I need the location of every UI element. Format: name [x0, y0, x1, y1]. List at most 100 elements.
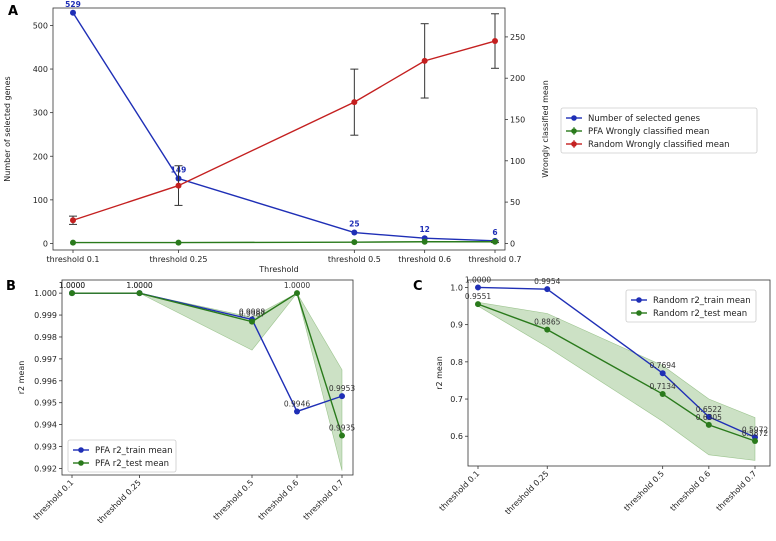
panel-c-series-0-point — [544, 286, 551, 293]
panel-b-series-1-data-label: 1.0000 — [126, 281, 152, 290]
panel-b-xtick-label: threshold 0.1 — [32, 478, 76, 522]
panel-b-tick-label: 0.993 — [34, 443, 57, 452]
panel-b-legend-label: PFA r2_train mean — [95, 446, 173, 456]
panel-a-series-0-point — [351, 229, 358, 236]
panel-c-legend-box — [625, 289, 757, 323]
panel-b-series-0-point — [339, 393, 345, 400]
panel-b-series-0-data-label: 0.9953 — [329, 384, 355, 393]
panel-b-xtick-label: threshold 0.7 — [302, 478, 346, 522]
panel-b-legend-marker — [78, 460, 84, 466]
panel-b-series-0-data-label: 0.9988 — [239, 307, 265, 316]
panel-c-series-1-data-label: 0.5872 — [742, 429, 768, 438]
panel-a-series-0-point — [70, 9, 76, 16]
panel-b-tick-label: 0.999 — [34, 311, 57, 320]
panel-a-series-0-data-label: 12 — [419, 225, 429, 234]
panel-a-series-2-line — [72, 40, 496, 221]
panel-a-legend-label: Random Wrongly classified mean — [588, 140, 730, 150]
panel-b-letter: B — [6, 279, 16, 294]
panel-b-series-0-data-label: 1.0000 — [126, 281, 152, 290]
panel-a-legend-marker — [571, 115, 577, 121]
panel-c-tick-label: 1.0 — [450, 283, 463, 292]
panel-c-series-1-data-label: 0.8865 — [534, 318, 560, 327]
panel-a-frame — [52, 7, 506, 251]
panel-b-series-1-data-label: 0.9987 — [239, 310, 265, 319]
panel-b-confidence-band — [72, 292, 343, 471]
panel-b-series-1-data-label: 1.0000 — [284, 281, 310, 290]
panel-b-legend-label: PFA r2_test mean — [95, 459, 169, 469]
panel-c-xtick-label: threshold 0.5 — [622, 469, 666, 513]
panel-b-series-1-point — [69, 290, 75, 297]
panel-c-xtick-label: threshold 0.25 — [503, 469, 550, 516]
panel-c-series-1-point — [705, 421, 712, 428]
panel-a-series-2-point — [70, 217, 76, 224]
panel-b-tick-label: 0.992 — [34, 464, 57, 473]
panel-b-xtick-label: threshold 0.25 — [96, 478, 143, 525]
panel-c-tick-label: 0.6 — [450, 432, 463, 441]
panel-b-xtick-label: threshold 0.5 — [212, 478, 256, 522]
panel-a-legend-label: Number of selected genes — [588, 114, 701, 124]
panel-c-xtick-label: threshold 0.6 — [668, 469, 712, 513]
panel-c-legend-label: Random r2_test mean — [653, 309, 747, 319]
panel-a-xtick-label: threshold 0.25 — [149, 255, 207, 264]
panel-c-series-1-point — [475, 301, 481, 308]
panel-a-series-1-point — [70, 239, 76, 246]
panel-c-series-0-point — [659, 370, 666, 377]
panel-c-xtick-label: threshold 0.1 — [438, 469, 482, 513]
panel-a-right-tick-label: 250 — [510, 33, 525, 42]
panel-c-series-1-point — [659, 391, 666, 398]
panel-b-tick-label: 0.995 — [34, 399, 57, 408]
panel-a-right-tick-label: 0 — [510, 239, 515, 248]
panel-c-series-1-point — [544, 326, 551, 333]
panel-c-frame — [467, 279, 771, 467]
panel-a-series-0-line — [72, 12, 496, 242]
panel-a-left-tick-label: 400 — [33, 65, 48, 74]
panel-a-series-2-point — [351, 99, 358, 106]
panel-a-right-tick-label: 200 — [510, 74, 525, 83]
panel-c-series-1-data-label: 0.6305 — [696, 413, 722, 422]
panel-b-series-1-point — [136, 290, 143, 297]
panel-c-series-0-data-label: 0.9954 — [534, 277, 560, 286]
panel-a-ylabel-right: Wrongly classified mean — [541, 80, 550, 178]
panel-c-xtick-label: threshold 0.7 — [715, 469, 759, 513]
panel-c-series-0-data-label: 1.0000 — [465, 275, 491, 284]
panel-c-series-1-data-label: 0.7134 — [650, 382, 676, 391]
panel-a-xtick-label: threshold 0.7 — [469, 255, 522, 264]
panel-b-frame — [61, 279, 354, 476]
panel-b-series-1-point — [339, 432, 345, 439]
panel-b-tick-label: 1.000 — [34, 289, 57, 298]
panel-b-legend-box — [67, 439, 177, 473]
panel-b-legend-marker — [78, 447, 84, 453]
panel-a-xtick-label: threshold 0.1 — [47, 255, 100, 264]
panel-c-tick-label: 0.9 — [450, 321, 463, 330]
panel-b-ylabel: r2 mean — [17, 361, 26, 395]
panel-b-series-1-point — [294, 290, 300, 297]
panel-a-left-tick-label: 300 — [33, 109, 48, 118]
panel-c-letter: C — [413, 279, 423, 294]
panel-a-left-tick-label: 100 — [33, 196, 48, 205]
panel-b-series-1-point — [249, 318, 255, 325]
panel-b-tick-label: 0.994 — [34, 421, 57, 430]
panel-c-legend-marker — [636, 310, 642, 316]
panel-a-left-tick-label: 0 — [43, 239, 48, 248]
panel-a-legend-label: PFA Wrongly classified mean — [588, 127, 709, 137]
panel-c-series-1-point — [752, 438, 758, 445]
panel-c-series-1-data-label: 0.9551 — [465, 292, 491, 301]
panel-a-right-tick-label: 100 — [510, 157, 525, 166]
panel-b-series-1-data-label: 0.9935 — [329, 424, 355, 433]
panel-b-series-1-data-label: 1.0000 — [59, 281, 85, 290]
panel-b-xtick-label: threshold 0.6 — [257, 478, 301, 522]
panel-a-letter: A — [8, 4, 18, 19]
panel-a-series-2-point — [492, 38, 498, 45]
panel-b-series-0-data-label: 0.9946 — [284, 399, 310, 408]
panel-a-xtick-label: threshold 0.6 — [398, 255, 451, 264]
panel-a-right-tick-label: 50 — [510, 198, 520, 207]
panel-b-tick-label: 0.998 — [34, 333, 57, 342]
panel-a-left-tick-label: 500 — [33, 21, 48, 30]
panel-c-legend-marker — [636, 297, 642, 303]
panel-c-series-0-point — [475, 284, 481, 291]
panel-a-xtick-label: threshold 0.5 — [328, 255, 381, 264]
panel-c-confidence-band — [477, 301, 756, 461]
panel-a-series-1-line — [73, 241, 495, 244]
panel-a-xlabel: Threshold — [258, 265, 298, 274]
